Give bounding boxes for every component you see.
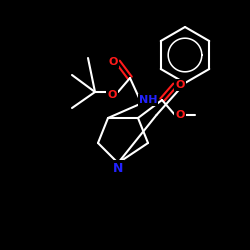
- Text: O: O: [175, 110, 185, 120]
- Text: O: O: [108, 57, 118, 67]
- Text: N: N: [113, 162, 123, 174]
- Text: NH: NH: [139, 95, 157, 105]
- Text: O: O: [175, 80, 185, 90]
- Text: O: O: [107, 90, 117, 100]
